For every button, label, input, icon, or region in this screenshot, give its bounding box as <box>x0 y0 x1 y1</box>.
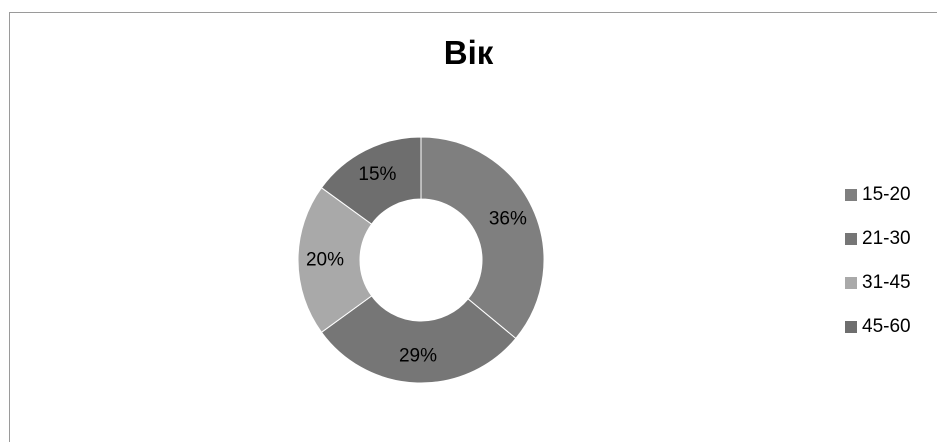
slice-45-60 <box>320 136 422 225</box>
doughnut-chart: 36% 29% 20% 15% <box>297 136 545 384</box>
legend-swatch <box>845 321 857 333</box>
labels-group: 36% 29% 20% 15% <box>306 164 527 366</box>
slice-label-45-60: 15% <box>358 164 396 185</box>
slice-label-31-45: 20% <box>306 250 344 271</box>
legend-swatch <box>845 189 857 201</box>
legend: 15-20 21-30 31-45 45-60 <box>845 183 911 359</box>
legend-swatch <box>845 233 857 245</box>
legend-label: 45-60 <box>862 316 911 337</box>
legend-item: 45-60 <box>845 315 911 339</box>
legend-item: 21-30 <box>845 227 911 251</box>
slices-group <box>297 136 545 384</box>
legend-label: 31-45 <box>862 272 911 293</box>
chart-title: Вік <box>443 34 494 71</box>
legend-label: 15-20 <box>862 184 911 205</box>
legend-item: 15-20 <box>845 183 911 207</box>
slice-15-20 <box>420 136 545 340</box>
legend-label: 21-30 <box>862 228 911 249</box>
legend-item: 31-45 <box>845 271 911 295</box>
slice-label-15-20: 36% <box>489 209 527 230</box>
slice-21-30 <box>320 295 517 384</box>
slice-label-21-30: 29% <box>399 345 437 366</box>
slice-31-45 <box>297 187 373 333</box>
legend-swatch <box>845 277 857 289</box>
